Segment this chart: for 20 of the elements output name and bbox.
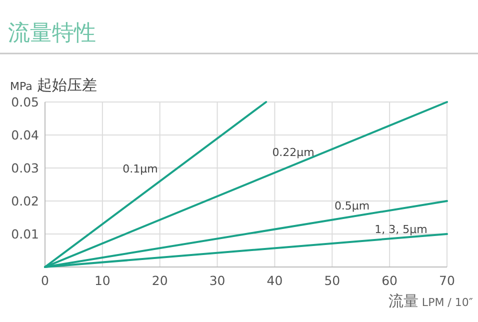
x-tick-label: 70 bbox=[439, 273, 455, 288]
x-tick-label: 10 bbox=[94, 273, 110, 288]
x-tick-label: 40 bbox=[266, 273, 283, 288]
x-tick-label: 30 bbox=[209, 273, 226, 288]
y-tick-label: 0.04 bbox=[11, 128, 40, 142]
y-axis-title: MPa 起始压差 bbox=[10, 76, 98, 94]
y-tick-label: 0.01 bbox=[11, 226, 39, 242]
series-label: 0.22μm bbox=[272, 146, 314, 159]
x-tick-label: 50 bbox=[324, 273, 340, 288]
y-tick-label: 0.02 bbox=[11, 194, 39, 208]
x-axis-title: 流量 LPM / 10″ bbox=[388, 292, 473, 310]
y-tick-label: 0.03 bbox=[11, 160, 39, 176]
x-tick-label: 20 bbox=[152, 273, 168, 288]
chart-title: 流量特性 bbox=[8, 21, 96, 46]
y-tick-label: 0.05 bbox=[11, 94, 39, 110]
x-tick-label: 60 bbox=[382, 273, 398, 288]
series-label: 0.1μm bbox=[122, 162, 158, 176]
series-label: 1, 3, 5μm bbox=[374, 222, 428, 236]
series-label: 0.5μm bbox=[334, 199, 370, 212]
x-tick-label: 0 bbox=[41, 273, 50, 288]
